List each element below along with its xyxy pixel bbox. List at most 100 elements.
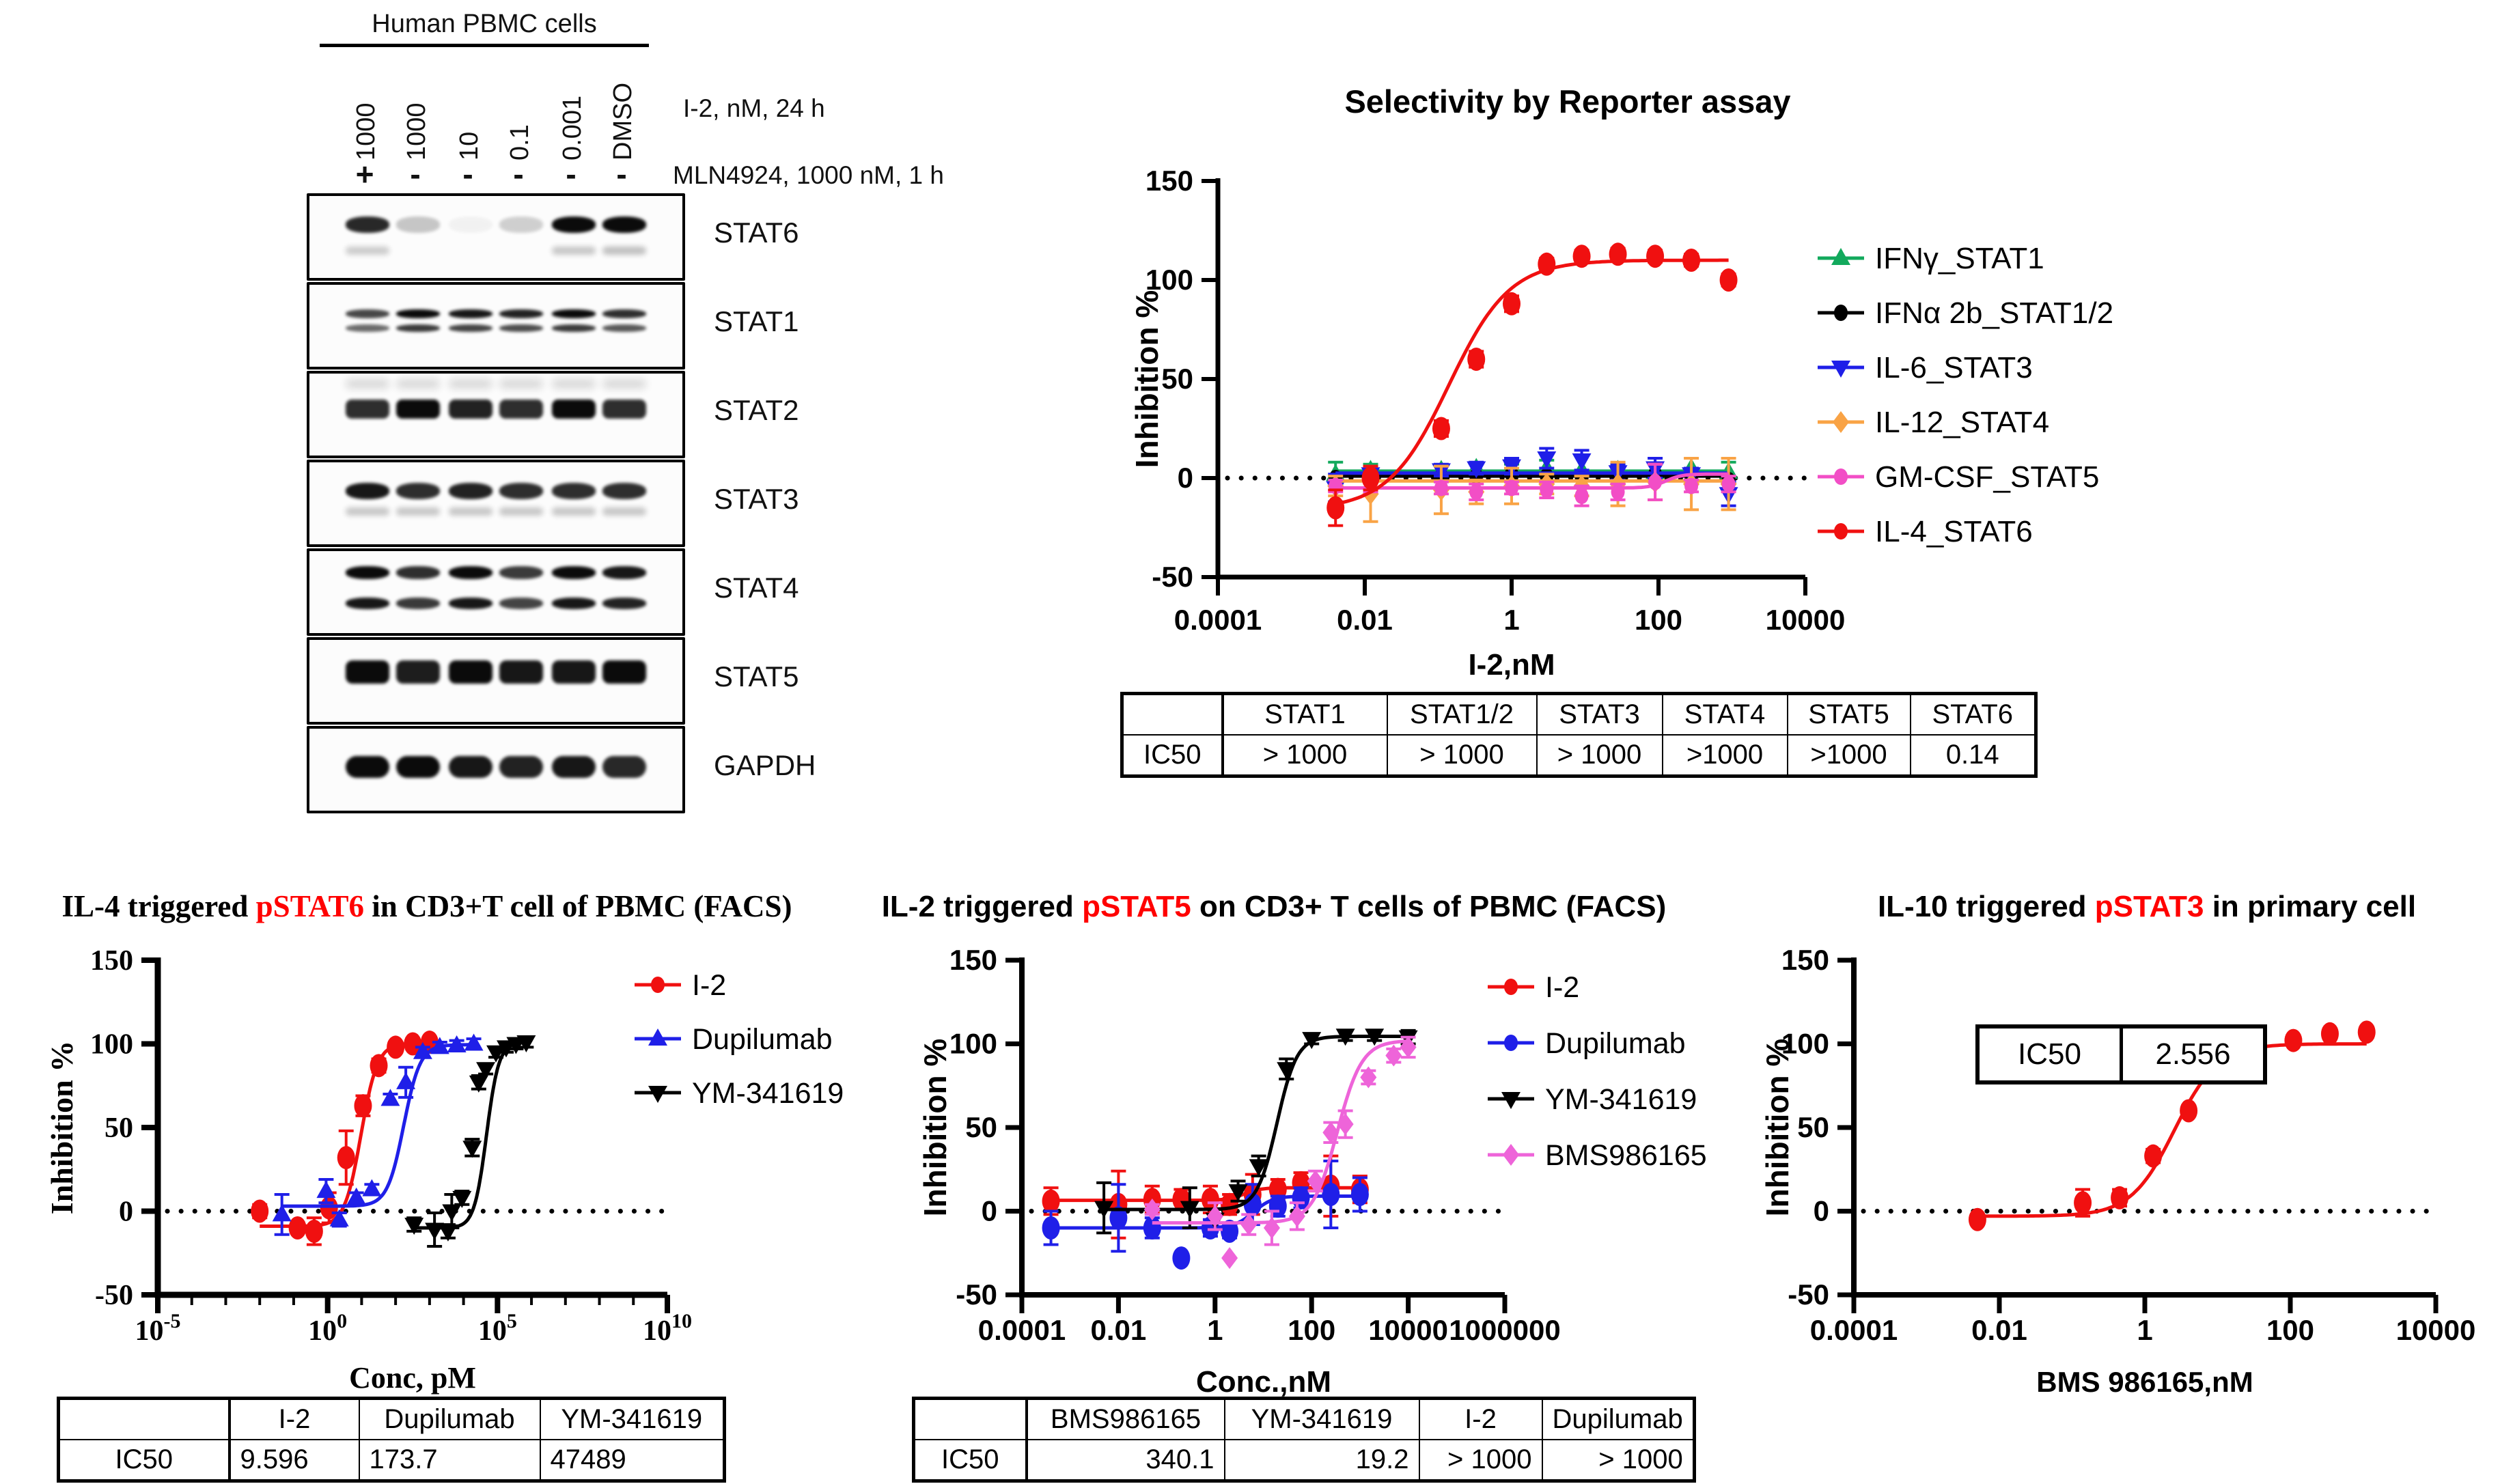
blot-band: [449, 400, 492, 419]
blot-band: [552, 379, 596, 389]
data-point-Dupilumab: [1221, 1219, 1239, 1243]
blot-band: [396, 324, 440, 332]
data-point-YM-341619: [425, 1222, 445, 1240]
data-point-Dupilumab: [1322, 1183, 1340, 1206]
data-point-GM-CSF_STAT5: [1574, 488, 1589, 505]
legend-label-IL-6_STAT3: IL-6_STAT3: [1875, 351, 2033, 384]
x-tick-label: 1000000: [1449, 1314, 1561, 1346]
legend-marker-Dupilumab: [648, 1028, 667, 1046]
data-point-GM-CSF_STAT5: [1505, 479, 1518, 496]
x-tick-label: 100: [308, 1310, 347, 1347]
legend-marker-IFNα 2b_STAT1/2: [1834, 305, 1848, 321]
blot-band: [499, 660, 543, 684]
data-point-GM-CSF_STAT5: [1469, 484, 1484, 501]
data-point-BMS986165: [1288, 1205, 1305, 1227]
blot-treatment-sign: -: [566, 156, 577, 192]
fit-curve-GM-CSF_STAT5: [1335, 472, 1729, 490]
data-point-Dupilumab: [362, 1179, 382, 1196]
ic50-table-cell: 340.1: [1025, 1439, 1225, 1482]
legend-marker-YM-341619: [1501, 1092, 1521, 1109]
data-point-BMS986165: [1337, 1113, 1354, 1136]
ic50-table: BMS986165 YM-341619 I-2 Dupilumab IC50 340.1 1…: [912, 1397, 1696, 1483]
data-point-BMS986165: [1322, 1121, 1339, 1144]
data-point-YM-341619: [1228, 1184, 1248, 1202]
blot-band: [552, 324, 596, 332]
legend-label-Dupilumab: Dupilumab: [1545, 1027, 1686, 1060]
blot-lane-label: DMSO: [609, 83, 637, 160]
data-point-IL-4_STAT6: [1646, 244, 1665, 268]
blot-row-stat5: [307, 637, 685, 725]
blot-band: [499, 400, 543, 419]
blot-band: [552, 507, 596, 516]
x-tick-label: 100: [2266, 1314, 2314, 1346]
ic50-table-cell: STAT4: [1661, 692, 1788, 736]
blot-treatment-sign: +: [355, 156, 374, 192]
fit-curve-I-2: [260, 1041, 430, 1228]
data-point-Dupilumab: [447, 1035, 467, 1052]
blot-band: [449, 324, 492, 332]
blot-band: [346, 660, 389, 684]
x-tick-label: 105: [478, 1310, 517, 1347]
data-point-IL-6_STAT3: [1467, 461, 1486, 479]
ic50-table-cell: > 1000: [1541, 1439, 1695, 1482]
ic50-table-cell: 47489: [539, 1439, 725, 1482]
data-point-I-2: [288, 1216, 307, 1240]
data-point-I-2: [251, 1199, 269, 1223]
ic50-table-cell: 173.7: [358, 1439, 541, 1482]
y-tick-label: 100: [949, 1028, 997, 1060]
x-tick-label: 100: [1635, 604, 1682, 636]
y-tick-label: 0: [119, 1196, 133, 1228]
y-tick-label: 100: [1781, 1028, 1829, 1060]
blot-band: [499, 598, 543, 609]
ic50-table-cell: STAT1/2: [1386, 692, 1538, 736]
blot-band: [602, 566, 646, 579]
blot-row-label-stat1: STAT1: [714, 305, 799, 337]
data-point-I-2: [305, 1219, 323, 1243]
ic50-table-cell: [57, 1397, 231, 1440]
y-axis-label: Inhibition %: [917, 1039, 953, 1217]
data-point-YM-341619: [452, 1190, 472, 1208]
y-tick-label: 0: [1814, 1195, 1829, 1227]
blot-band: [552, 756, 596, 778]
ic50-table-cell: > 1000: [1386, 734, 1538, 777]
blot-band: [396, 566, 440, 579]
blot-band: [552, 566, 596, 579]
data-point-YM-341619: [404, 1218, 424, 1235]
data-point-BMS986165: [1400, 1036, 1417, 1059]
data-point-GM-CSF_STAT5: [1434, 479, 1448, 496]
ic50-table-cell: >1000: [1661, 734, 1788, 777]
y-tick-label: 50: [1797, 1111, 1829, 1143]
data-point-IL-4_STAT6: [1327, 496, 1345, 520]
legend-label-I-2: I-2: [1545, 971, 1579, 1004]
legend-marker-IL-4_STAT6: [1834, 523, 1848, 540]
chart-plot-pstat6: IL-4 triggered pSTAT6 in CD3+T cell of P…: [44, 889, 844, 1395]
blot-band: [602, 379, 646, 389]
data-point-YM-341619: [486, 1045, 506, 1063]
blot-band: [396, 756, 440, 778]
x-tick-label: 10000: [1766, 604, 1846, 636]
ic50-table-cell: Dupilumab: [358, 1397, 541, 1440]
ic50-table-cell: Dupilumab: [1541, 1397, 1695, 1440]
legend-marker-I-2: [651, 977, 665, 993]
blot-band: [346, 566, 389, 579]
ic50-table-cell: 19.2: [1223, 1439, 1420, 1482]
data-point-Dupilumab: [396, 1072, 416, 1089]
blot-row-stat3: [307, 460, 685, 547]
data-point-Dupilumab: [1042, 1216, 1060, 1240]
chart-pstat6-facs: IL-4 triggered pSTAT6 in CD3+T cell of P…: [12, 881, 866, 1483]
data-point-IL-6_STAT3: [1572, 453, 1592, 471]
data-point-GM-CSF_STAT5: [1611, 484, 1625, 501]
ic50-inset-value: 2.556: [2120, 1028, 2263, 1080]
data-point-IL-4_STAT6: [1503, 292, 1521, 316]
legend-label-IFNγ_STAT1: IFNγ_STAT1: [1875, 242, 2044, 275]
chart-plot-pstat5: IL-2 triggered pSTAT5 on CD3+ T cells of…: [882, 890, 1707, 1399]
y-tick-label: 150: [1781, 944, 1829, 976]
blot-band: [552, 216, 596, 233]
y-tick-label: -50: [95, 1280, 133, 1311]
data-point-BMS986165: [2074, 1191, 2092, 1215]
blot-band: [346, 507, 389, 516]
blot-band: [449, 566, 492, 579]
blot-band: [449, 756, 492, 778]
blot-row-label-stat3: STAT3: [714, 483, 799, 515]
blot-treatment-label-i2: I-2, nM, 24 h: [683, 94, 825, 122]
